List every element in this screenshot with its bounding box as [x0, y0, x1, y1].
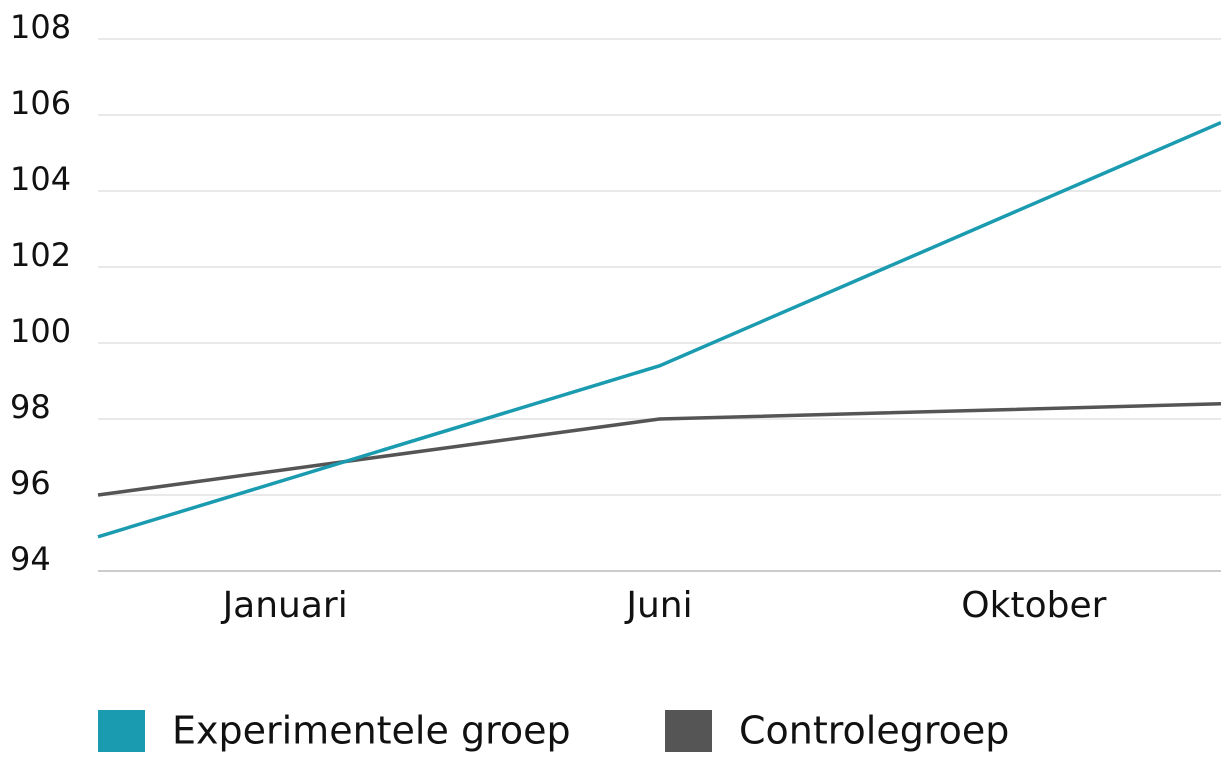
y-tick-label: 102: [10, 236, 71, 274]
legend-swatch: [665, 710, 712, 752]
x-tick-label: Juni: [624, 585, 692, 626]
line: [97, 120, 1221, 539]
y-tick-label: 98: [10, 388, 51, 426]
legend-swatch: [98, 710, 145, 752]
y-tick-label: 106: [10, 84, 71, 122]
legend-label: Controlegroep: [739, 709, 1009, 753]
line: [97, 402, 1221, 497]
y-tick-label: 104: [10, 160, 71, 198]
x-tick-label: Januari: [221, 585, 348, 626]
legend-label: Experimentele groep: [172, 709, 571, 753]
y-tick-label: 94: [10, 540, 51, 578]
y-tick-label: 108: [10, 8, 71, 46]
y-tick-label: 100: [10, 312, 71, 350]
x-tick-label: Oktober: [961, 585, 1106, 626]
y-tick-label: 96: [10, 464, 51, 502]
